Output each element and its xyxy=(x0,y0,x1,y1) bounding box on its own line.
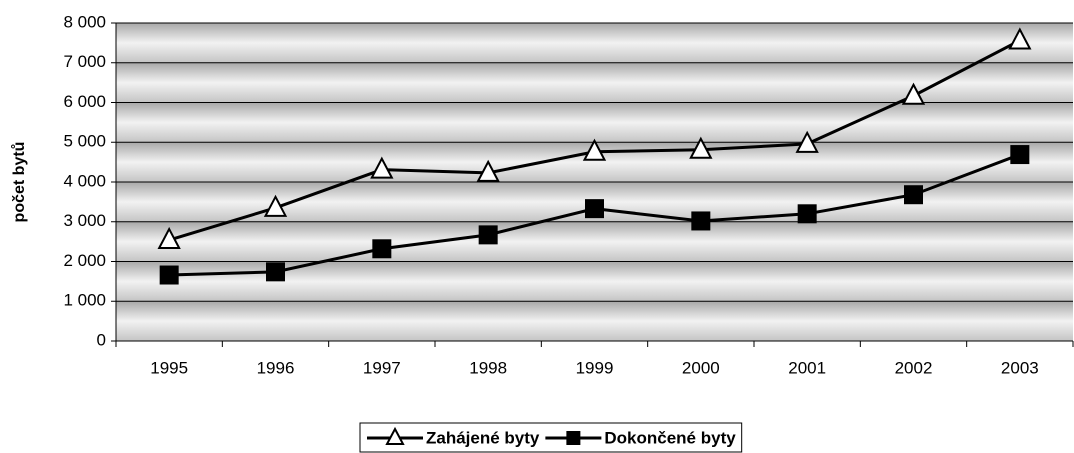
marker-square xyxy=(159,265,179,285)
marker-square xyxy=(372,239,392,259)
x-tick-label: 2000 xyxy=(682,358,720,377)
y-tick-label: 6 000 xyxy=(63,92,106,111)
marker-square xyxy=(266,262,285,282)
x-tick-label: 1998 xyxy=(469,358,507,377)
background-band xyxy=(116,221,1073,262)
x-tick-label: 2002 xyxy=(895,358,933,377)
y-tick-label: 8 000 xyxy=(63,12,106,31)
marker-triangle xyxy=(157,226,181,250)
marker-square xyxy=(478,225,498,245)
axes: 0 1 000 2 000 3 000 4 000 5 000 6 000 7 000 8 00… xyxy=(63,12,1074,377)
x-tick-label: 2003 xyxy=(1001,358,1039,377)
y-tick-label: 4 000 xyxy=(63,171,106,190)
x-tick-label: 1996 xyxy=(257,358,295,377)
legend-label: Zahájené byty xyxy=(426,428,540,447)
marker-triangle xyxy=(370,156,394,179)
y-axis-label: počet bytů xyxy=(11,142,28,223)
background-band xyxy=(116,301,1073,341)
legend-label: Dokončené byty xyxy=(604,428,736,447)
y-tick-label: 1 000 xyxy=(63,291,106,310)
y-tick-label: 0 xyxy=(97,330,106,349)
marker-square xyxy=(585,199,604,219)
x-tick-label: 2001 xyxy=(788,358,826,377)
marker-square xyxy=(797,204,817,224)
marker-triangle xyxy=(689,136,713,159)
marker-triangle xyxy=(582,138,607,161)
background-band xyxy=(116,23,1073,63)
marker-square xyxy=(1010,145,1030,165)
marker-triangle xyxy=(476,159,500,182)
marks xyxy=(157,27,1032,285)
marker-triangle xyxy=(901,82,926,105)
marker-triangle xyxy=(795,130,819,153)
marker-triangle xyxy=(263,194,288,217)
marker-triangle xyxy=(1008,27,1032,50)
legend-box xyxy=(359,422,743,453)
background-band xyxy=(116,62,1073,103)
background-band xyxy=(116,261,1073,302)
x-tick-label: 1997 xyxy=(363,358,401,377)
y-tick-label: 5 000 xyxy=(63,132,106,151)
marker-square xyxy=(691,211,711,231)
background-band xyxy=(116,102,1073,143)
marker-square xyxy=(904,185,923,205)
legend-marker xyxy=(385,426,405,445)
legend: Zahájené byty Dokončené byty xyxy=(359,422,743,453)
x-tick-label: 1995 xyxy=(150,358,188,377)
x-tick-label: 1999 xyxy=(576,358,614,377)
legend-marker xyxy=(566,431,581,445)
y-tick-label: 2 000 xyxy=(63,251,106,270)
y-tick-label: 7 000 xyxy=(63,52,106,71)
y-tick-label: 3 000 xyxy=(63,211,106,230)
